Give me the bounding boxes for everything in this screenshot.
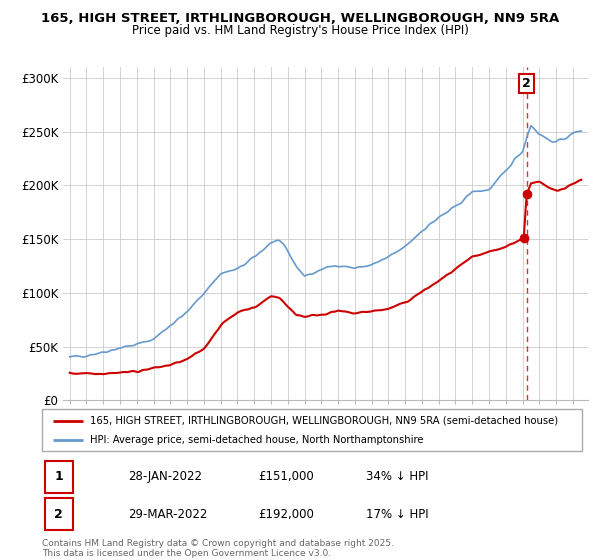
Text: Contains HM Land Registry data © Crown copyright and database right 2025.
This d: Contains HM Land Registry data © Crown c… xyxy=(42,539,394,558)
Text: HPI: Average price, semi-detached house, North Northamptonshire: HPI: Average price, semi-detached house,… xyxy=(89,435,423,445)
Bar xyxy=(45,498,73,530)
Text: 2: 2 xyxy=(55,507,63,521)
Text: 34% ↓ HPI: 34% ↓ HPI xyxy=(366,470,428,483)
Text: 29-MAR-2022: 29-MAR-2022 xyxy=(128,507,208,521)
Text: 165, HIGH STREET, IRTHLINGBOROUGH, WELLINGBOROUGH, NN9 5RA (semi-detached house): 165, HIGH STREET, IRTHLINGBOROUGH, WELLI… xyxy=(89,416,557,426)
Text: Price paid vs. HM Land Registry's House Price Index (HPI): Price paid vs. HM Land Registry's House … xyxy=(131,24,469,37)
Text: £192,000: £192,000 xyxy=(258,507,314,521)
Text: 2: 2 xyxy=(522,77,531,90)
Text: 17% ↓ HPI: 17% ↓ HPI xyxy=(366,507,428,521)
Bar xyxy=(45,460,73,493)
Text: 1: 1 xyxy=(55,470,63,483)
Text: £151,000: £151,000 xyxy=(258,470,314,483)
Text: 28-JAN-2022: 28-JAN-2022 xyxy=(128,470,202,483)
Text: 165, HIGH STREET, IRTHLINGBOROUGH, WELLINGBOROUGH, NN9 5RA: 165, HIGH STREET, IRTHLINGBOROUGH, WELLI… xyxy=(41,12,559,25)
